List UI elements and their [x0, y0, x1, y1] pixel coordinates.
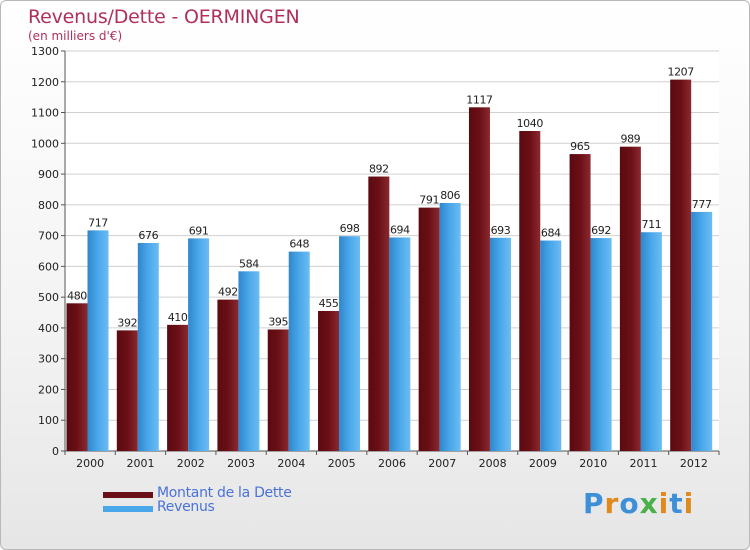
bar-debt	[418, 207, 440, 451]
x-tick-label: 2001	[126, 457, 154, 470]
y-tick-label: 900	[38, 168, 59, 181]
bar-revenue	[288, 251, 310, 451]
data-label-revenue: 777	[692, 198, 712, 211]
y-tick-label: 300	[38, 353, 59, 366]
data-label-debt: 392	[117, 316, 137, 329]
bar-debt	[368, 176, 390, 452]
data-label-revenue: 711	[641, 218, 661, 231]
data-label-debt: 1207	[667, 66, 694, 79]
bar-debt	[468, 107, 490, 452]
y-tick-label: 700	[38, 230, 59, 243]
data-label-debt: 791	[419, 194, 439, 207]
y-tick-label: 600	[38, 260, 59, 273]
y-tick-label: 1300	[31, 45, 59, 58]
bar-debt	[519, 131, 541, 451]
logo-letter: t	[669, 487, 684, 520]
bar-revenue	[87, 230, 109, 451]
data-label-debt: 892	[369, 163, 389, 176]
data-label-debt: 480	[67, 289, 87, 302]
bar-revenue	[540, 240, 562, 451]
y-tick-label: 1000	[31, 137, 59, 150]
bar-debt	[116, 330, 138, 451]
y-tick-label: 200	[38, 383, 59, 396]
bar-debt	[619, 146, 641, 451]
data-label-revenue: 691	[189, 224, 209, 237]
legend-label-revenue: Revenus	[157, 499, 215, 515]
data-label-revenue: 684	[541, 227, 561, 240]
bar-revenue	[339, 236, 361, 451]
bar-revenue	[188, 238, 210, 451]
data-label-revenue: 717	[88, 216, 108, 229]
bar-debt	[217, 299, 239, 451]
y-tick-label: 400	[38, 322, 59, 335]
x-tick-label: 2012	[680, 457, 708, 470]
data-label-revenue: 676	[138, 229, 158, 242]
logo-letter: x	[639, 487, 659, 520]
data-label-debt: 395	[268, 315, 288, 328]
data-label-debt: 965	[570, 140, 590, 153]
bar-debt	[318, 311, 340, 451]
logo-letter: r	[604, 487, 620, 520]
data-label-revenue: 694	[390, 223, 410, 236]
data-label-revenue: 806	[440, 189, 460, 202]
bar-revenue	[691, 211, 713, 451]
y-tick-label: 1100	[31, 107, 59, 120]
y-tick-label: 500	[38, 291, 59, 304]
bar-revenue	[389, 237, 411, 451]
bar-debt	[670, 79, 692, 451]
y-tick-label: 1200	[31, 76, 59, 89]
x-tick-label: 2003	[227, 457, 255, 470]
bar-revenue	[238, 271, 260, 451]
data-label-revenue: 584	[239, 257, 259, 270]
legend-swatch-debt	[103, 492, 153, 498]
bar-revenue	[137, 243, 159, 451]
data-label-revenue: 692	[591, 224, 611, 237]
chart-title: Revenus/Dette - OERMINGEN	[28, 6, 300, 28]
y-tick-label: 100	[38, 414, 59, 427]
bar-revenue	[640, 232, 662, 451]
logo-letter: o	[619, 487, 640, 520]
logo-letter: i	[683, 487, 695, 520]
x-tick-label: 2007	[428, 457, 456, 470]
y-tick-label: 0	[52, 445, 59, 458]
x-tick-label: 2005	[328, 457, 356, 470]
x-tick-label: 2002	[177, 457, 205, 470]
bar-debt	[569, 154, 591, 452]
proxiti-logo: Proxiti	[583, 487, 694, 520]
y-tick-label: 800	[38, 199, 59, 212]
logo-letter: i	[658, 487, 670, 520]
data-label-revenue: 698	[340, 222, 360, 235]
x-tick-label: 2000	[76, 457, 104, 470]
x-tick-label: 2004	[277, 457, 305, 470]
x-tick-label: 2006	[378, 457, 406, 470]
data-label-debt: 455	[319, 297, 339, 310]
x-tick-label: 2009	[529, 457, 557, 470]
bar-debt	[167, 324, 189, 451]
x-tick-label: 2011	[630, 457, 658, 470]
bar-revenue	[590, 238, 612, 451]
data-label-debt: 1117	[466, 93, 493, 106]
legend-label-debt: Montant de la Dette	[157, 485, 292, 501]
logo-letter: P	[583, 487, 605, 520]
data-label-debt: 989	[620, 133, 640, 146]
x-tick-label: 2008	[479, 457, 507, 470]
chart-subtitle: (en milliers d'€)	[28, 29, 123, 43]
bar-debt	[267, 329, 289, 451]
data-label-revenue: 693	[491, 224, 511, 237]
data-label-debt: 1040	[517, 117, 544, 130]
data-label-debt: 492	[218, 286, 238, 299]
bar-revenue	[439, 203, 461, 451]
data-label-debt: 410	[168, 311, 188, 324]
data-label-revenue: 648	[289, 238, 309, 251]
bar-debt	[66, 303, 88, 451]
x-tick-label: 2010	[579, 457, 607, 470]
bar-revenue	[489, 237, 511, 451]
legend-swatch-revenue	[103, 506, 153, 512]
